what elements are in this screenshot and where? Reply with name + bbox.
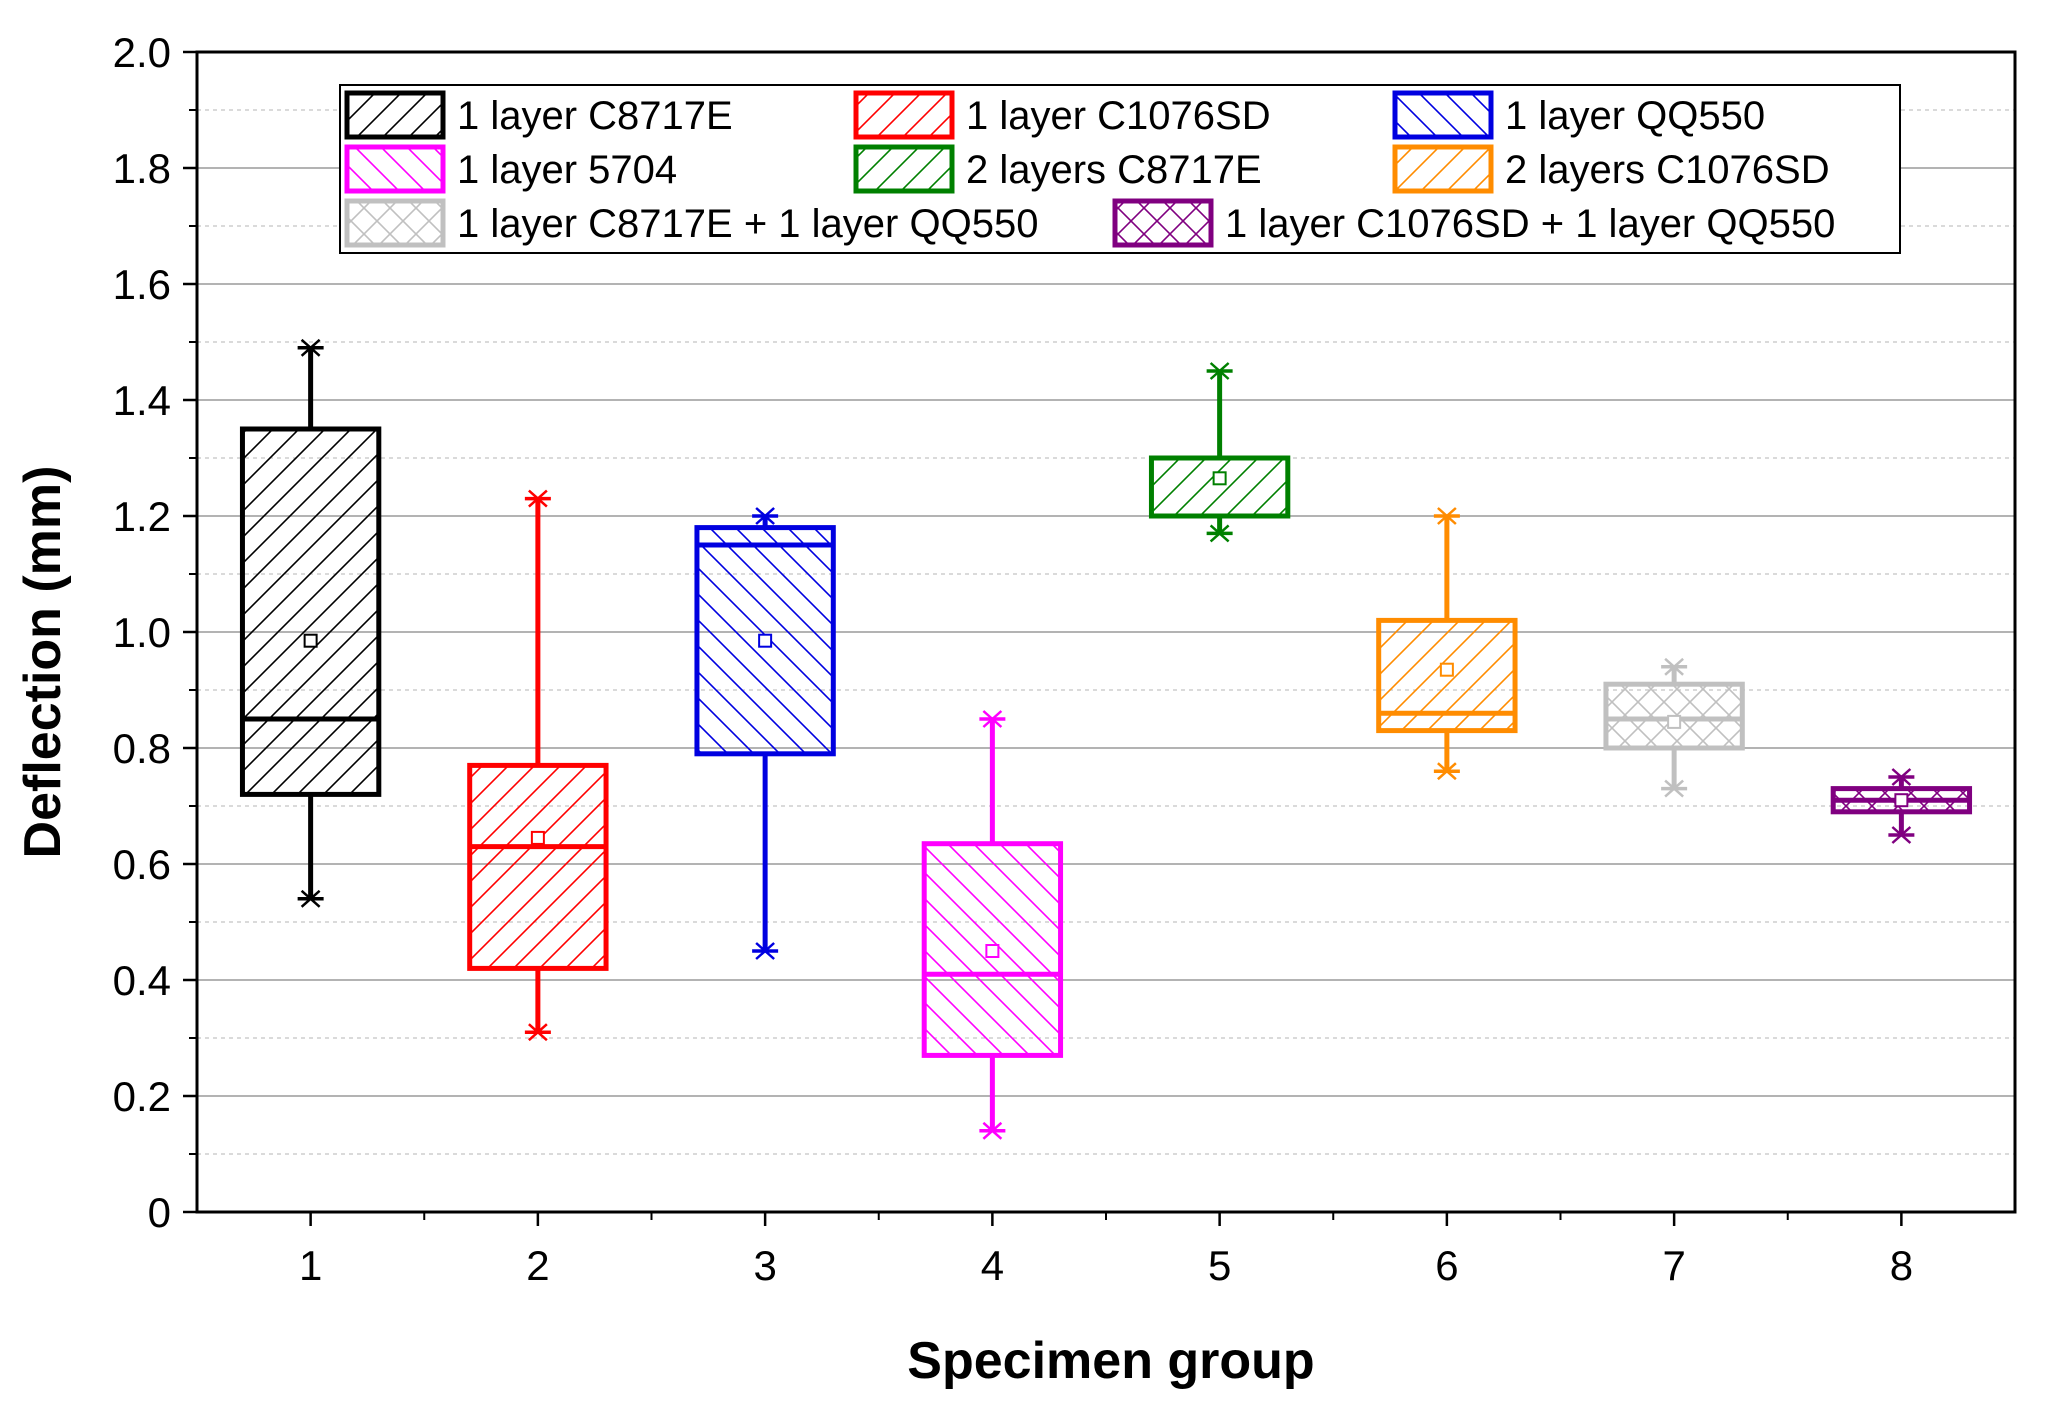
legend-item-5: 2 layers C8717E [853, 144, 1262, 194]
legend-label: 1 layer C8717E [457, 94, 733, 138]
x-tick-label: 3 [753, 1242, 776, 1289]
legend-item-4: 1 layer 5704 [344, 144, 677, 194]
legend-label: 2 layers C8717E [966, 148, 1262, 192]
legend-item-1: 1 layer C8717E [344, 90, 733, 140]
x-axis-title: Specimen group [907, 1332, 1314, 1390]
box [239, 426, 382, 797]
legend-label: 1 layer C8717E + 1 layer QQ550 [457, 202, 1038, 246]
y-axis-title: Deflection (mm) [14, 466, 72, 859]
box-group-3 [694, 507, 836, 960]
x-tick-label: 5 [1208, 1242, 1231, 1289]
legend-swatch [1112, 198, 1214, 248]
y-tick-label: 0.4 [113, 957, 171, 1004]
whisker-cross [1664, 657, 1684, 676]
box-group-1 [239, 338, 382, 908]
legend-swatch [344, 198, 446, 248]
mean-marker [1439, 662, 1454, 677]
legend-label: 2 layers C1076SD [1505, 148, 1830, 192]
x-tick-label: 8 [1890, 1242, 1913, 1289]
whisker-cross [1664, 779, 1684, 798]
legend-item-2: 1 layer C1076SD [853, 90, 1271, 140]
legend: 1 layer C8717E 1 layer C1076SD 1 layer QQ5… [339, 84, 1901, 254]
axis-ticks: 0 0.2 0.4 0.6 0.8 1.0 1.2 1.4 1.6 1.8 2.0 1 2 3 4 5 6 7 8 [113, 29, 1913, 1289]
y-tick-label: 0.6 [113, 841, 171, 888]
legend-label: 1 layer C1076SD + 1 layer QQ550 [1225, 202, 1835, 246]
mean-marker [758, 633, 773, 648]
mean-marker [1667, 714, 1682, 729]
legend-label: 1 layer QQ550 [1505, 94, 1765, 138]
y-tick-label: 1.6 [113, 261, 171, 308]
whisker-cross [1891, 826, 1912, 844]
x-tick-label: 7 [1662, 1242, 1685, 1289]
legend-label: 1 layer 5704 [457, 148, 677, 192]
y-tick-label: 2.0 [113, 29, 171, 76]
legend-swatch [344, 144, 446, 194]
y-tick-label: 0.2 [113, 1073, 171, 1120]
y-tick-label: 1.0 [113, 609, 171, 656]
x-tick-label: 4 [981, 1242, 1004, 1289]
whisker-cross [982, 1121, 1003, 1140]
whisker-cross [1437, 762, 1457, 781]
mean-marker [303, 633, 318, 648]
whisker-cross [1209, 362, 1230, 380]
legend-swatch [1392, 90, 1494, 140]
box [1148, 455, 1291, 519]
whisker-cross [300, 889, 321, 908]
box [467, 762, 609, 971]
whisker-cross [755, 942, 775, 960]
whisker-cross [1209, 524, 1230, 543]
whisker-cross [982, 710, 1003, 728]
y-tick-label: 0 [148, 1189, 171, 1236]
whisker-cross [1891, 768, 1912, 786]
y-tick-label: 1.4 [113, 377, 171, 424]
legend-swatch [1392, 144, 1494, 194]
grid-lines [197, 109, 2015, 1155]
whisker-cross [755, 507, 775, 525]
box-group-6 [1376, 507, 1518, 781]
box-group-4 [921, 710, 1064, 1140]
x-tick-label: 2 [526, 1242, 549, 1289]
mean-marker [985, 944, 1000, 958]
box-group-5 [1148, 362, 1291, 543]
whisker-cross [528, 489, 548, 508]
whisker-cross [1437, 507, 1457, 525]
legend-item-7: 1 layer C8717E + 1 layer QQ550 [344, 198, 1038, 248]
legend-label: 1 layer C1076SD [966, 94, 1271, 138]
legend-swatch [853, 90, 955, 140]
whisker-cross [300, 338, 321, 357]
box-group-2 [467, 489, 609, 1042]
box-series [239, 338, 1973, 1140]
y-tick-label: 1.8 [113, 145, 171, 192]
box-group-8 [1830, 768, 1973, 844]
y-tick-label: 1.2 [113, 493, 171, 540]
y-tick-label: 0.8 [113, 725, 171, 772]
legend-swatch [853, 144, 955, 194]
mean-marker [530, 830, 545, 845]
whisker-cross [528, 1023, 548, 1042]
mean-marker [1212, 471, 1227, 486]
box-group-7 [1603, 657, 1745, 798]
legend-item-6: 2 layers C1076SD [1392, 144, 1830, 194]
legend-swatch [344, 90, 446, 140]
x-tick-label: 1 [299, 1242, 322, 1289]
x-tick-label: 6 [1435, 1242, 1458, 1289]
mean-marker [1894, 793, 1909, 808]
legend-item-8: 1 layer C1076SD + 1 layer QQ550 [1112, 198, 1835, 248]
legend-item-3: 1 layer QQ550 [1392, 90, 1765, 140]
